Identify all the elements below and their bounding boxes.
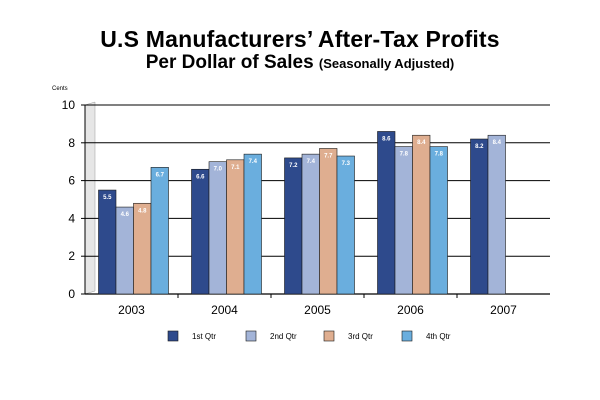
bar-data-label: 7.0 — [214, 167, 223, 173]
bar — [208, 161, 227, 295]
chart-title-block: U.S Manufacturers’ After-Tax Profits Per… — [0, 26, 600, 75]
bar-data-label: 7.3 — [342, 161, 351, 167]
legend-swatch — [323, 330, 335, 342]
bar-data-label: 5.5 — [103, 195, 112, 201]
chart-title: U.S Manufacturers’ After-Tax Profits — [100, 26, 500, 52]
x-tick-label: 2007 — [490, 303, 517, 317]
legend-label: 1st Qtr — [192, 332, 216, 341]
bar — [133, 202, 152, 295]
chart-title-second-line: Per Dollar of Sales — [145, 52, 314, 73]
bar-data-label: 7.2 — [289, 163, 298, 169]
bar — [98, 189, 117, 295]
bar-data-label: 7.8 — [435, 152, 444, 158]
chart-subtitle: (Seasonally Adjusted) — [318, 56, 455, 71]
bar — [115, 206, 134, 295]
bar-data-label: 6.6 — [196, 174, 205, 180]
bar — [243, 153, 262, 295]
legend-swatch — [245, 330, 257, 342]
legend-label: 4th Qtr — [426, 332, 451, 341]
y-tick-label: 6 — [68, 174, 75, 188]
x-tick-label: 2005 — [304, 303, 331, 317]
y-tick-label: 4 — [68, 211, 75, 225]
bar — [319, 148, 338, 295]
bar — [226, 159, 245, 295]
bar-data-label: 4.6 — [121, 212, 130, 218]
bar-data-label: 7.1 — [231, 165, 240, 171]
y-tick-label: 8 — [68, 136, 75, 150]
legend-label: 3rd Qtr — [348, 332, 373, 341]
y-axis-label: Cents — [52, 86, 68, 92]
bar-data-label: 7.4 — [307, 159, 316, 165]
bar-data-label: 4.8 — [138, 208, 147, 214]
chart-title-line2: Per Dollar of Sales (Seasonally Adjusted… — [0, 52, 600, 75]
legend-swatch — [167, 330, 179, 342]
bar — [150, 167, 169, 295]
bar — [191, 168, 210, 295]
bar — [487, 134, 506, 295]
legend-label: 2nd Qtr — [270, 332, 297, 341]
bar-data-label: 7.8 — [400, 152, 409, 158]
bar — [301, 153, 320, 295]
bar — [429, 146, 448, 295]
legend-swatch — [401, 330, 413, 342]
bar-data-label: 8.2 — [475, 144, 484, 150]
bar — [284, 157, 303, 295]
x-tick-label: 2003 — [118, 303, 145, 317]
plot-depth-wall — [84, 101, 96, 295]
bar-data-label: 8.6 — [382, 136, 391, 142]
y-tick-label: 10 — [62, 98, 76, 112]
bar — [394, 146, 413, 295]
y-tick-label: 2 — [68, 249, 75, 263]
bar — [470, 138, 489, 295]
bar — [336, 155, 355, 295]
x-tick-label: 2004 — [211, 303, 238, 317]
bar-data-label: 6.7 — [156, 172, 165, 178]
bar-data-label: 7.7 — [324, 153, 333, 159]
bar-data-label: 8.4 — [417, 140, 426, 146]
bar-data-label: 8.4 — [493, 140, 502, 146]
y-tick-label: 0 — [68, 287, 75, 301]
bar — [412, 134, 431, 295]
bar-data-label: 7.4 — [249, 159, 258, 165]
bar — [377, 131, 396, 295]
x-tick-label: 2006 — [397, 303, 424, 317]
